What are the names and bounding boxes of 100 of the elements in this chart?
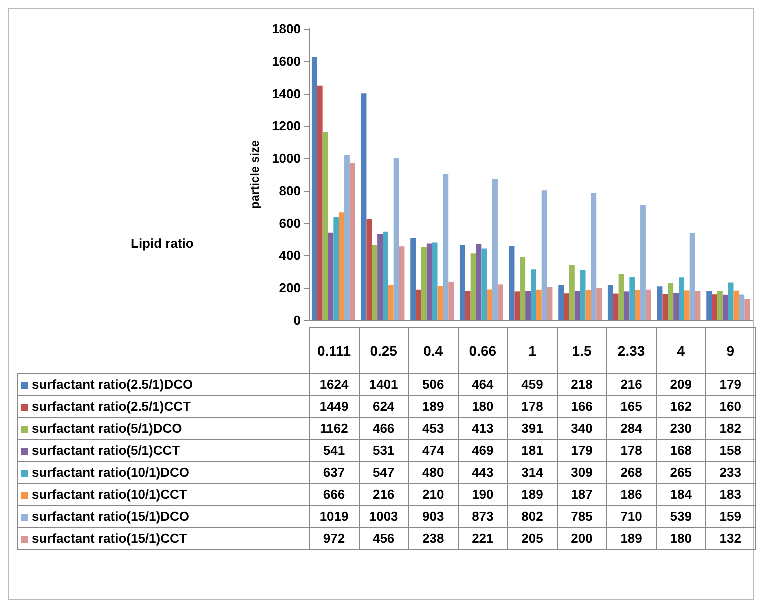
data-label: 547: [359, 462, 409, 484]
data-label: 218: [557, 374, 607, 396]
legend-label: surfactant ratio(10/1)DCO: [18, 462, 310, 484]
data-label: 221: [458, 528, 508, 550]
data-label: 205: [508, 528, 558, 550]
data-label: 802: [508, 506, 558, 528]
x-tick-label: 2.33: [606, 328, 656, 374]
data-label: 165: [606, 396, 656, 418]
x-tick-label: 0.66: [458, 328, 508, 374]
data-label: 624: [359, 396, 409, 418]
data-label: 785: [557, 506, 607, 528]
data-label: 1401: [359, 374, 409, 396]
y-tick-label: 400: [279, 248, 301, 264]
x-tick-label: 4: [656, 328, 706, 374]
data-label: 180: [656, 528, 706, 550]
data-label: 531: [359, 440, 409, 462]
y-tick-label: 1200: [272, 118, 301, 134]
data-label: 1019: [310, 506, 360, 528]
data-label: 216: [359, 484, 409, 506]
legend-label: surfactant ratio(15/1)DCO: [18, 506, 310, 528]
data-label: 209: [656, 374, 706, 396]
x-tick-label: 1: [508, 328, 558, 374]
data-label: 466: [359, 418, 409, 440]
legend-label: surfactant ratio(2.5/1)DCO: [18, 374, 310, 396]
data-label: 474: [408, 440, 458, 462]
data-label: 459: [508, 374, 558, 396]
y-tick-label: 0: [294, 313, 301, 328]
data-label: 189: [408, 396, 458, 418]
x-tick-label: 0.4: [408, 328, 458, 374]
data-label: 443: [458, 462, 508, 484]
data-label: 160: [706, 396, 756, 418]
data-label: 183: [706, 484, 756, 506]
legend-label: surfactant ratio(5/1)CCT: [18, 440, 310, 462]
data-label: 159: [706, 506, 756, 528]
data-label: 284: [606, 418, 656, 440]
data-label: 182: [706, 418, 756, 440]
data-label: 189: [606, 528, 656, 550]
y-axis-title: particle size: [248, 140, 262, 210]
data-label: 637: [310, 462, 360, 484]
data-label: 210: [408, 484, 458, 506]
legend-label: surfactant ratio(10/1)CCT: [18, 484, 310, 506]
data-label: 456: [359, 528, 409, 550]
y-tick-label: 1600: [272, 54, 301, 69]
data-label: 158: [706, 440, 756, 462]
data-label: 453: [408, 418, 458, 440]
data-label: 873: [458, 506, 508, 528]
data-label: 268: [606, 462, 656, 484]
data-label: 166: [557, 396, 607, 418]
x-tick-label: 0.111: [310, 328, 360, 374]
data-label: 340: [557, 418, 607, 440]
data-label: 132: [706, 528, 756, 550]
data-label: 469: [458, 440, 508, 462]
y-tick-label: 200: [279, 280, 301, 296]
data-label: 972: [310, 528, 360, 550]
data-label: 903: [408, 506, 458, 528]
data-label: 666: [310, 484, 360, 506]
data-label: 464: [458, 374, 508, 396]
data-label: 190: [458, 484, 508, 506]
data-label: 1624: [310, 374, 360, 396]
data-label: 162: [656, 396, 706, 418]
y-tick-label: 1000: [272, 151, 301, 166]
data-label: 186: [606, 484, 656, 506]
text: Lipid ratio: [131, 236, 194, 251]
data-label: 180: [458, 396, 508, 418]
data-label: 1003: [359, 506, 409, 528]
data-label: 187: [557, 484, 607, 506]
x-tick-label: 1.5: [557, 328, 607, 374]
data-label: 216: [606, 374, 656, 396]
data-label: 541: [310, 440, 360, 462]
data-label: 1449: [310, 396, 360, 418]
x-tick-label: 9: [706, 328, 756, 374]
legend-label: surfactant ratio(5/1)DCO: [18, 418, 310, 440]
data-label: 179: [557, 440, 607, 462]
data-label: 413: [458, 418, 508, 440]
data-label: 179: [706, 374, 756, 396]
data-label: 710: [606, 506, 656, 528]
data-label: 178: [508, 396, 558, 418]
data-label: 265: [656, 462, 706, 484]
data-label: 314: [508, 462, 558, 484]
y-tick-label: 600: [279, 216, 301, 231]
legend-label: surfactant ratio(15/1)CCT: [18, 528, 310, 550]
y-tick-label: 800: [279, 183, 301, 198]
data-label: 189: [508, 484, 558, 506]
data-label: 233: [706, 462, 756, 484]
y-tick-label: 1400: [272, 86, 301, 102]
data-label: 1162: [310, 418, 360, 440]
data-label: 184: [656, 484, 706, 506]
data-label: 309: [557, 462, 607, 484]
data-label: 238: [408, 528, 458, 550]
legend-label: surfactant ratio(2.5/1)CCT: [18, 396, 310, 418]
data-label: 539: [656, 506, 706, 528]
data-label: 181: [508, 440, 558, 462]
data-label: 391: [508, 418, 558, 440]
data-label: 230: [656, 418, 706, 440]
data-label: 168: [656, 440, 706, 462]
data-label: 480: [408, 462, 458, 484]
data-label: 200: [557, 528, 607, 550]
y-tick-label: 1800: [272, 22, 301, 36]
data-label: 506: [408, 374, 458, 396]
data-label: 178: [606, 440, 656, 462]
